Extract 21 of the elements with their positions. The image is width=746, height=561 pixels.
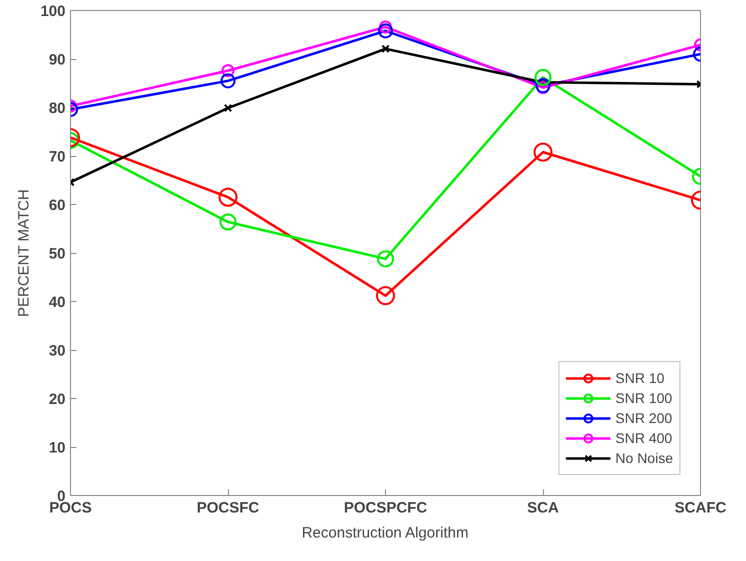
legend-label: SNR 200	[615, 409, 672, 427]
y-tick-label: 40	[48, 294, 66, 311]
y-tick-label: 60	[48, 197, 66, 214]
x-tick-label: POCSFC	[196, 500, 260, 516]
y-axis-title: PERCENT MATCH	[15, 189, 32, 318]
y-tick-label: 80	[48, 100, 66, 117]
x-tick-label: SCA	[527, 500, 559, 516]
y-tick-label: 30	[48, 342, 66, 360]
legend-label: SNR 100	[615, 389, 672, 407]
x-tick-label: POCSPCFC	[344, 500, 428, 516]
y-tick-label: 20	[48, 391, 66, 408]
x-tick-label: SCAFC	[674, 500, 726, 516]
y-tick-label: 50	[48, 246, 66, 262]
x-axis-title: Reconstruction Algorithm	[302, 524, 468, 542]
legend-label: SNR 10	[615, 369, 664, 387]
y-tick-label: 90	[48, 52, 66, 68]
legend-label: No Noise	[615, 449, 673, 467]
y-tick-label: 70	[48, 148, 66, 166]
y-tick-label: 100	[40, 3, 66, 20]
y-tick-label: 10	[48, 440, 66, 456]
legend-label: SNR 400	[615, 429, 672, 447]
